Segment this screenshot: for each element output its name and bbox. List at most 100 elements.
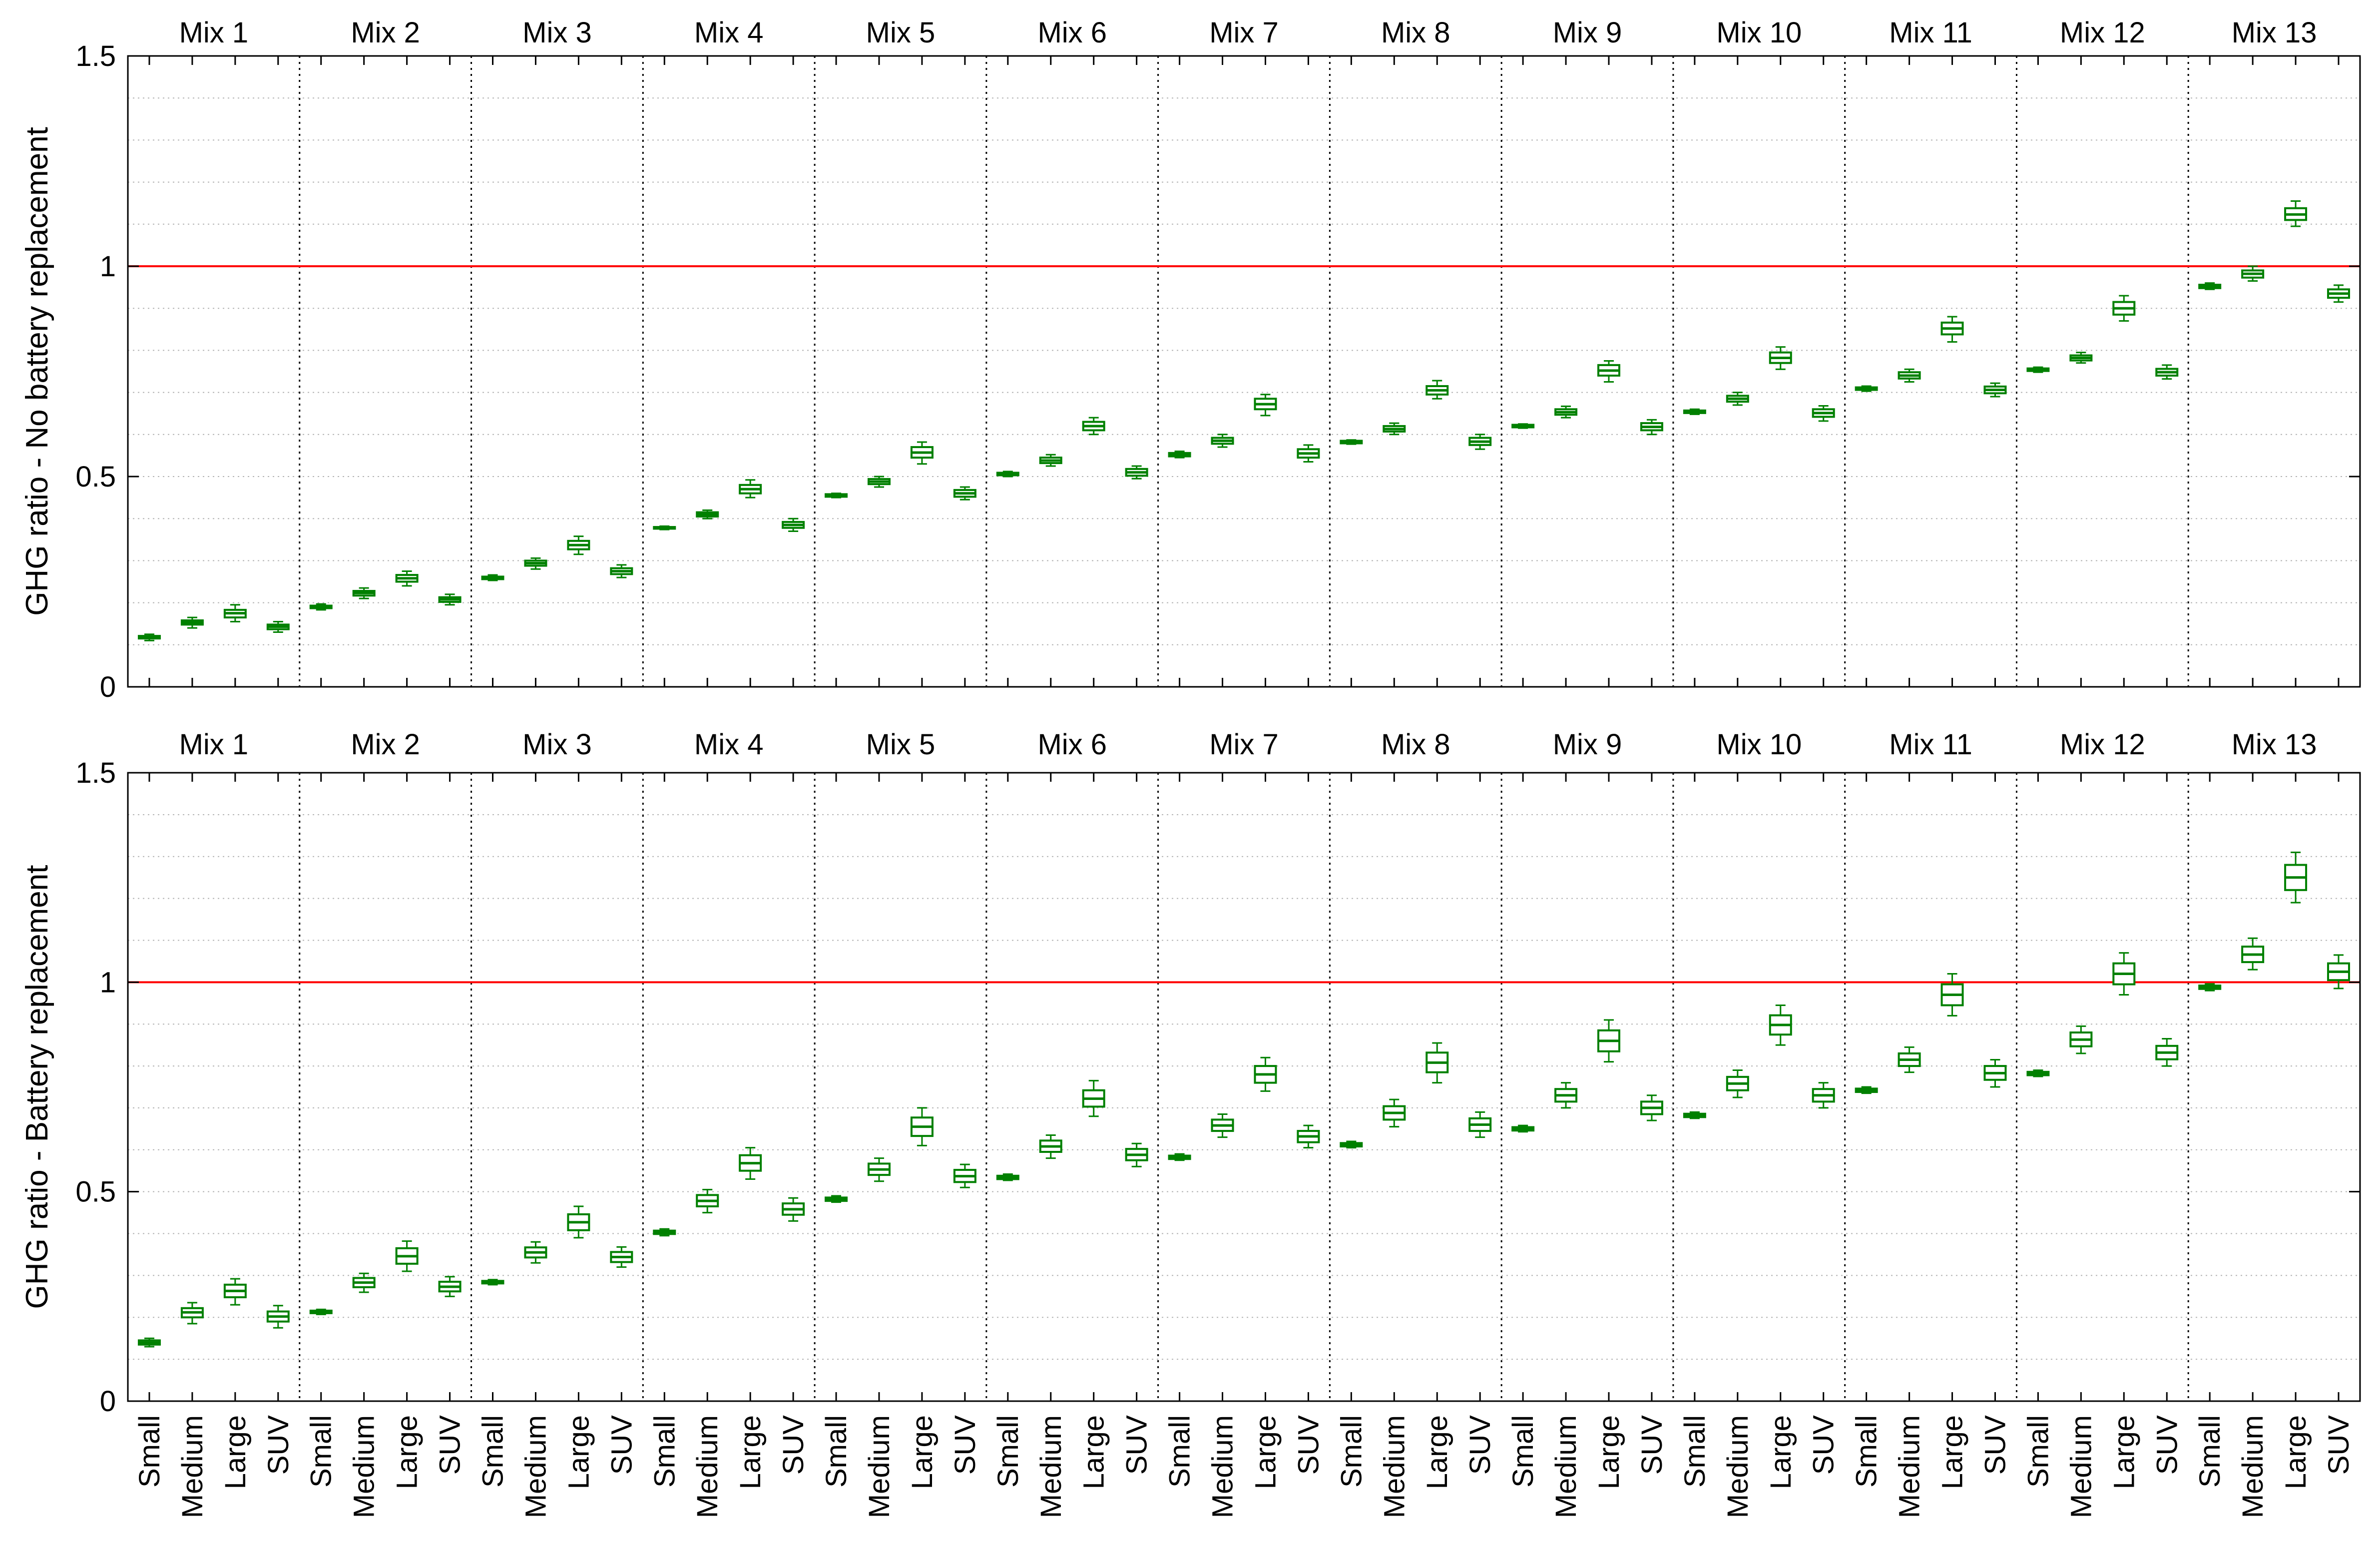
x-tick-label: Small	[992, 1415, 1024, 1488]
x-tick-label: Large	[391, 1415, 424, 1489]
box-mix12-large	[2112, 952, 2136, 996]
mix-label: Mix 10	[1716, 16, 1802, 49]
box-mix7-small	[1168, 1153, 1191, 1161]
box-mix10-large	[1769, 1004, 1792, 1046]
mix-label: Mix 6	[1037, 728, 1107, 761]
x-tick-label: Medium	[1207, 1415, 1239, 1518]
box-mix4-medium	[696, 1188, 719, 1214]
mix-label: Mix 7	[1209, 16, 1279, 49]
box-mix10-small	[1683, 408, 1706, 415]
x-tick-label: SUV	[262, 1415, 295, 1475]
y-tick-label: 1.5	[75, 757, 116, 789]
box-mix8-medium	[1383, 422, 1406, 436]
box-mix5-small	[825, 1195, 848, 1203]
x-tick-label: Small	[133, 1415, 166, 1488]
box-mix4-suv	[782, 517, 805, 532]
x-tick-label: SUV	[2151, 1415, 2183, 1475]
x-tick-label: Large	[562, 1415, 595, 1489]
box-mix11-suv	[1983, 382, 2007, 398]
box-mix2-large	[395, 570, 419, 587]
mix-label: Mix 1	[179, 16, 249, 49]
x-tick-label: Medium	[2237, 1415, 2269, 1518]
box-mix7-large	[1254, 1056, 1277, 1092]
box-mix8-small	[1340, 439, 1363, 445]
box-mix10-small	[1683, 1111, 1706, 1119]
box-mix2-small	[309, 603, 333, 611]
mix-label: Mix 2	[351, 16, 420, 49]
plot-area	[128, 56, 2360, 687]
box-mix13-medium	[2241, 937, 2265, 971]
x-tick-label: Large	[1249, 1415, 1282, 1489]
box-mix9-large	[1597, 360, 1621, 383]
x-tick-label: Small	[1679, 1415, 1711, 1488]
box-mix3-large	[567, 1205, 590, 1239]
box-mix1-large	[223, 1278, 247, 1306]
mix-label: Mix 1	[179, 728, 249, 761]
box-mix2-medium	[352, 1272, 376, 1293]
box-mix10-large	[1769, 346, 1792, 370]
axes-frame	[127, 772, 2361, 1402]
x-tick-label: SUV	[1464, 1415, 1496, 1475]
box-mix13-small	[2198, 983, 2222, 992]
box-mix6-suv	[1125, 465, 1148, 480]
box-mix2-suv	[438, 1276, 462, 1297]
box-mix4-large	[739, 1147, 762, 1180]
box-mix9-large	[1597, 1019, 1621, 1063]
y-tick-label: 1.5	[75, 40, 116, 72]
box-mix5-large	[910, 441, 934, 465]
y-tick-label: 0.5	[75, 1176, 116, 1208]
box-mix13-medium	[2241, 265, 2265, 282]
axes-frame	[127, 55, 2361, 688]
mix-label: Mix 10	[1716, 728, 1802, 761]
y-tick-label: 1	[100, 250, 116, 283]
x-tick-label: Large	[734, 1415, 767, 1489]
box-mix11-medium	[1898, 1046, 1921, 1073]
box-mix9-medium	[1554, 1082, 1578, 1109]
x-tick-label: Small	[477, 1415, 509, 1488]
box-mix6-medium	[1039, 454, 1062, 467]
box-mix10-suv	[1812, 405, 1835, 422]
box-mix7-medium	[1211, 1113, 1234, 1138]
box-mix6-large	[1082, 417, 1105, 436]
box-mix3-large	[567, 535, 590, 555]
box-mix12-medium	[2069, 352, 2093, 364]
box-mix1-suv	[266, 620, 290, 633]
box-mix2-medium	[352, 587, 376, 599]
box-mix3-suv	[610, 1246, 633, 1268]
x-tick-label: SUV	[434, 1415, 467, 1475]
x-tick-label: Medium	[2065, 1415, 2097, 1518]
box-mix2-suv	[438, 593, 462, 606]
x-tick-label: Small	[1851, 1415, 1883, 1488]
x-tick-label: Medium	[1550, 1415, 1582, 1518]
x-tick-label: Large	[219, 1415, 252, 1489]
box-mix7-small	[1168, 450, 1191, 459]
box-mix1-medium	[180, 1302, 204, 1325]
x-tick-label: Large	[2280, 1415, 2312, 1489]
x-tick-label: Small	[820, 1415, 853, 1488]
mix-label: Mix 2	[351, 728, 420, 761]
box-mix4-suv	[782, 1197, 805, 1222]
mix-label: Mix 7	[1209, 728, 1279, 761]
mix-label: Mix 5	[866, 16, 936, 49]
box-mix9-suv	[1640, 419, 1663, 436]
x-tick-label: SUV	[605, 1415, 638, 1475]
y-axis-label: GHG ratio - Battery replacement	[20, 865, 54, 1309]
x-tick-label: SUV	[1292, 1415, 1325, 1475]
x-tick-label: Medium	[863, 1415, 896, 1518]
box-mix13-suv	[2327, 284, 2351, 303]
x-tick-label: SUV	[949, 1415, 981, 1475]
mix-label: Mix 9	[1553, 728, 1622, 761]
y-axis-label: GHG ratio - No battery replacement	[20, 127, 54, 616]
box-mix2-large	[395, 1240, 419, 1272]
box-mix10-medium	[1726, 392, 1749, 406]
box-mix12-suv	[2155, 364, 2179, 380]
box-mix11-suv	[1983, 1058, 2007, 1088]
box-mix5-suv	[953, 1163, 976, 1188]
mix-label: Mix 11	[1889, 16, 1972, 49]
box-mix9-small	[1511, 423, 1535, 429]
box-mix3-small	[481, 574, 504, 581]
x-tick-label: Small	[648, 1415, 681, 1488]
box-mix10-suv	[1812, 1082, 1835, 1109]
x-tick-label: SUV	[1121, 1415, 1153, 1475]
